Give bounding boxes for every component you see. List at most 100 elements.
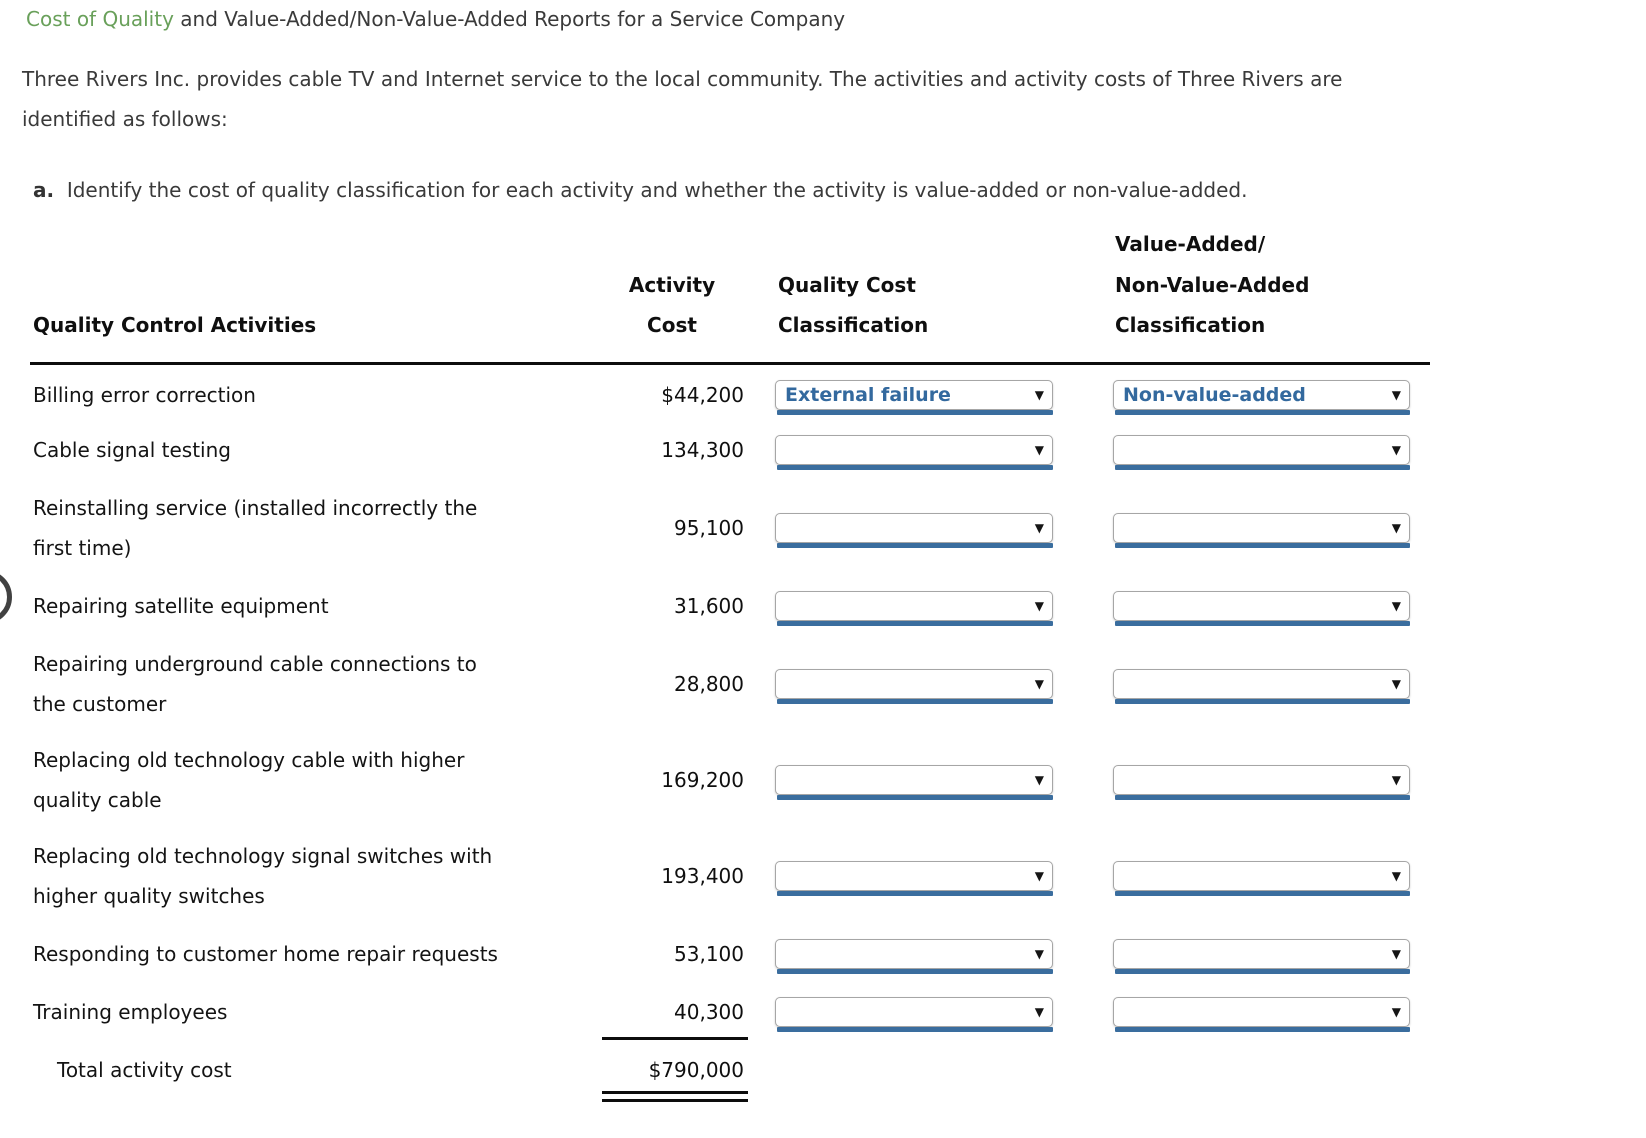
instruction-a: a. Identify the cost of quality classifi… [33,170,1247,210]
instruction-label: a. [33,178,55,202]
quality-cost-select[interactable]: ▼ [775,861,1053,896]
activity-label-line: Reinstalling service (installed incorrec… [33,496,478,520]
quality-cost-select[interactable]: ▼ [775,939,1053,974]
value-added-select[interactable]: ▼ [1113,591,1410,626]
quality-cost-select[interactable]: ▼ [775,765,1053,800]
chevron-down-icon: ▼ [1391,677,1401,691]
chevron-down-icon: ▼ [1034,599,1044,613]
activity-label-line: Replacing old technology cable with high… [33,748,465,772]
activity-label-line: the customer [33,692,167,716]
chevron-down-icon: ▼ [1391,599,1401,613]
table-row: Billing error correction $44,200 External … [0,375,1646,415]
activity-label-line: quality cable [33,788,162,812]
header-value-added-line3: Classification [1115,313,1266,337]
chevron-down-icon: ▼ [1034,947,1044,961]
chevron-down-icon: ▼ [1391,773,1401,787]
title-rest: and Value-Added/Non-Value-Added Reports … [173,7,846,31]
activity-label: Reinstalling service (installed incorrec… [33,488,573,568]
activity-label: Billing error correction [33,375,573,415]
quality-cost-select[interactable]: External failure ▼ [775,380,1053,415]
value-added-select[interactable]: ▼ [1113,997,1410,1032]
activity-label-line: higher quality switches [33,884,265,908]
table-row: Cable signal testing 134,300 ▼ ▼ [0,430,1646,470]
chevron-down-icon: ▼ [1034,1005,1044,1019]
value-added-select[interactable]: ▼ [1113,765,1410,800]
header-quality-control-activities: Quality Control Activities [33,313,317,337]
activity-label-line: first time) [33,536,132,560]
quality-cost-select[interactable]: ▼ [775,669,1053,704]
header-activity-cost-line2: Cost [647,313,697,337]
subtotal-rule [602,1037,748,1040]
table-row: Repairing underground cable connections … [0,644,1646,724]
chevron-down-icon: ▼ [1034,443,1044,457]
quality-cost-select[interactable]: ▼ [775,997,1053,1032]
value-added-select[interactable]: ▼ [1113,435,1410,470]
header-value-added-line1: Value-Added/ [1115,232,1266,256]
activity-label: Training employees [33,992,573,1032]
table-row: Reinstalling service (installed incorrec… [0,488,1646,568]
value-added-select[interactable]: ▼ [1113,513,1410,548]
total-value: $790,000 [648,1058,744,1082]
quality-cost-select-value: External failure [785,384,951,406]
page-title: Cost of Quality and Value-Added/Non-Valu… [26,4,845,34]
chevron-down-icon: ▼ [1034,388,1044,402]
chevron-down-icon: ▼ [1391,388,1401,402]
chevron-down-icon: ▼ [1391,869,1401,883]
chevron-down-icon: ▼ [1034,677,1044,691]
total-double-rule [602,1091,748,1102]
header-value-added-line2: Non-Value-Added [1115,273,1310,297]
chevron-down-icon: ▼ [1034,869,1044,883]
table-row: Repairing satellite equipment 31,600 ▼ ▼ [0,586,1646,626]
total-label: Total activity cost [57,1058,232,1082]
header-quality-cost-line2: Classification [778,313,929,337]
value-added-select-value: Non-value-added [1123,384,1306,406]
value-added-select[interactable]: ▼ [1113,939,1410,974]
activity-label-line: Repairing underground cable connections … [33,652,477,676]
activity-label-line: Repairing satellite equipment [33,594,329,618]
activity-cost-value: $44,200 [661,383,744,407]
chevron-down-icon: ▼ [1034,773,1044,787]
table-row: Training employees 40,300 ▼ ▼ [0,992,1646,1032]
chevron-down-icon: ▼ [1034,521,1044,535]
activity-label-line: Cable signal testing [33,438,231,462]
value-added-select[interactable]: ▼ [1113,861,1410,896]
activity-label: Repairing underground cable connections … [33,644,573,724]
quality-cost-select[interactable]: ▼ [775,435,1053,470]
activity-label-line: Responding to customer home repair reque… [33,942,498,966]
intro-paragraph: Three Rivers Inc. provides cable TV and … [22,59,1342,139]
header-activity-cost-line1: Activity [628,273,716,297]
chevron-down-icon: ▼ [1391,1005,1401,1019]
activity-cost-value: 31,600 [674,594,744,618]
activity-label: Cable signal testing [33,430,573,470]
activity-label: Replacing old technology signal switches… [33,836,573,916]
total-row: Total activity cost $790,000 [0,1050,1646,1090]
chevron-down-icon: ▼ [1391,443,1401,457]
activity-label-line: Replacing old technology signal switches… [33,844,493,868]
intro-line-2: identified as follows: [22,107,228,131]
activity-cost-value: 134,300 [661,438,744,462]
table-header-rule [30,362,1430,365]
activity-label-line: Training employees [33,1000,228,1024]
activity-cost-value: 40,300 [674,1000,744,1024]
chevron-down-icon: ▼ [1391,521,1401,535]
title-highlight: Cost of Quality [26,7,174,31]
header-quality-cost-line1: Quality Cost [778,273,916,297]
activity-cost-value: 95,100 [674,516,744,540]
value-added-select[interactable]: ▼ [1113,669,1410,704]
activity-cost-value: 28,800 [674,672,744,696]
value-added-select[interactable]: Non-value-added ▼ [1113,380,1410,415]
intro-line-1: Three Rivers Inc. provides cable TV and … [22,67,1343,91]
quality-cost-select[interactable]: ▼ [775,513,1053,548]
activity-cost-value: 169,200 [661,768,744,792]
instruction-text: Identify the cost of quality classificat… [66,178,1248,202]
activity-label: Responding to customer home repair reque… [33,934,573,974]
table-row: Responding to customer home repair reque… [0,934,1646,974]
activity-label: Repairing satellite equipment [33,586,573,626]
table-row: Replacing old technology cable with high… [0,740,1646,820]
chevron-down-icon: ▼ [1391,947,1401,961]
quality-cost-select[interactable]: ▼ [775,591,1053,626]
activity-label-line: Billing error correction [33,383,256,407]
activity-cost-value: 193,400 [661,864,744,888]
activity-cost-value: 53,100 [674,942,744,966]
table-row: Replacing old technology signal switches… [0,836,1646,916]
